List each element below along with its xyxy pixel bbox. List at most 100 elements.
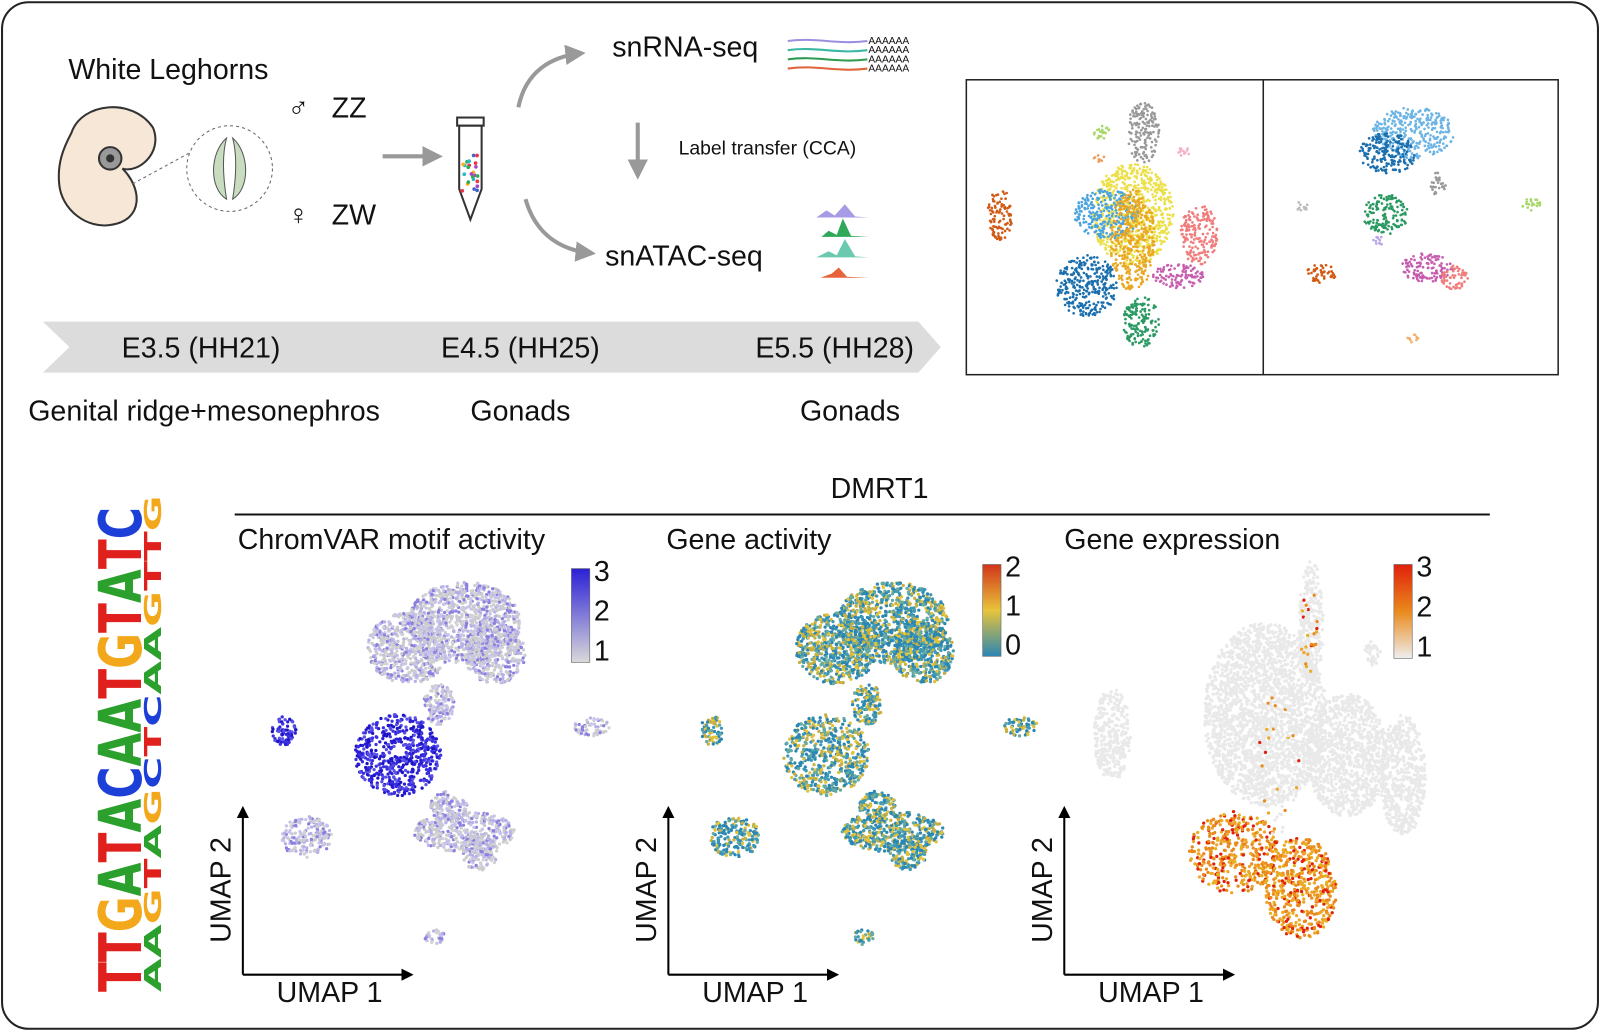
cell-dot (1137, 335, 1140, 338)
cell-dot (1138, 286, 1141, 289)
cell-dot (1143, 132, 1146, 135)
cell-dot (1424, 145, 1427, 148)
cell-dot (1135, 211, 1138, 214)
cell-dot (1143, 155, 1146, 158)
cell-dot (1526, 206, 1529, 209)
cell-dot (998, 221, 1001, 224)
cell-dot (1099, 236, 1102, 239)
cell-dot (1124, 265, 1127, 268)
cell-dot (1139, 310, 1142, 313)
cell-dot (1096, 224, 1099, 227)
cell-dot (1168, 192, 1171, 195)
cell-dot (437, 668, 440, 671)
cell-dot (454, 609, 457, 612)
cell-dot (1121, 275, 1124, 278)
cell-dot (452, 653, 455, 656)
cell-dot (367, 648, 370, 651)
cell-dot (448, 591, 451, 594)
cell-dot (1144, 340, 1147, 343)
cell-dot (493, 594, 496, 597)
cell-dot (1134, 140, 1137, 143)
cell-dot (475, 621, 478, 624)
poly-a: AAAAAA (868, 64, 909, 75)
cell-dot (1195, 257, 1198, 260)
cell-dot (999, 208, 1002, 211)
cell-dot (1415, 155, 1418, 158)
cell-dot (1386, 228, 1389, 231)
cell-dot (1096, 137, 1099, 140)
cell-dot (1391, 155, 1394, 158)
cell-dot (1100, 196, 1103, 199)
cell-dot (1404, 121, 1407, 124)
cell-dot (1429, 151, 1432, 154)
cell-dot (1428, 147, 1431, 150)
cell-dot (1199, 256, 1202, 259)
cell-dot (1138, 262, 1141, 265)
cell-dot (1148, 309, 1151, 312)
cell-dot (461, 643, 464, 646)
cell-dot (1371, 226, 1374, 229)
cell-dot (1115, 212, 1118, 215)
cell-dot (1135, 279, 1138, 282)
cell-dot (1391, 110, 1394, 113)
cell-dot (1378, 194, 1381, 197)
cell-dot (1418, 126, 1421, 129)
cell-dot (1436, 131, 1439, 134)
cell-dot (1132, 245, 1135, 248)
cell-dot (1147, 187, 1150, 190)
cell-dot (1085, 221, 1088, 224)
cell-dot (1004, 236, 1007, 239)
cell-dot (1091, 291, 1094, 294)
cell-dot (489, 612, 492, 615)
cell-dot (487, 601, 490, 604)
cell-dot (1078, 207, 1081, 210)
cell-dot (1145, 232, 1148, 235)
cell-dot (995, 236, 998, 239)
cell-dot (1151, 111, 1154, 114)
cell-dot (1159, 180, 1162, 183)
cell-dot (1376, 121, 1379, 124)
cell-dot (995, 194, 998, 197)
cell-dot (430, 593, 433, 596)
cell-dot (457, 649, 460, 652)
cell-dot (1387, 125, 1390, 128)
cell-dot (1446, 271, 1449, 274)
cell-dot (1146, 136, 1149, 139)
cell-dot (1097, 261, 1100, 264)
cell-dot (998, 236, 1001, 239)
cell-dot (397, 672, 400, 675)
cell-dot (1091, 313, 1094, 316)
cell-dot (1426, 255, 1429, 258)
cell-dot (1131, 230, 1134, 233)
cell-dot (1091, 283, 1094, 286)
cell-dot (1151, 236, 1154, 239)
cell-dot (1167, 217, 1170, 220)
cell-dot (467, 159, 471, 163)
cell-dot (1124, 245, 1127, 248)
cell-dot (1433, 272, 1436, 275)
cell-dot (1393, 163, 1396, 166)
cell-dot (1378, 200, 1381, 203)
cell-dot (1303, 206, 1306, 209)
cell-dot (1102, 269, 1105, 272)
cell-dot (429, 636, 432, 639)
cell-dot (1063, 270, 1066, 273)
cell-dot (1081, 197, 1084, 200)
cell-dot (1146, 110, 1149, 113)
cell-dot (1379, 127, 1382, 130)
cell-dot (1378, 133, 1381, 136)
cell-dot (1521, 205, 1524, 208)
cell-dot (1127, 233, 1130, 236)
cell-dot (1097, 279, 1100, 282)
cell-dot (1172, 275, 1175, 278)
cell-dot (1145, 278, 1148, 281)
cell-dot (1188, 210, 1191, 213)
cell-dot (1135, 224, 1138, 227)
cell-dot (1169, 196, 1172, 199)
cell-dot (1129, 166, 1132, 169)
cell-dot (1144, 315, 1147, 318)
cell-dot (1118, 254, 1121, 257)
cell-dot (421, 618, 424, 621)
cell-dot (1406, 108, 1409, 111)
cell-dot (1415, 276, 1418, 279)
